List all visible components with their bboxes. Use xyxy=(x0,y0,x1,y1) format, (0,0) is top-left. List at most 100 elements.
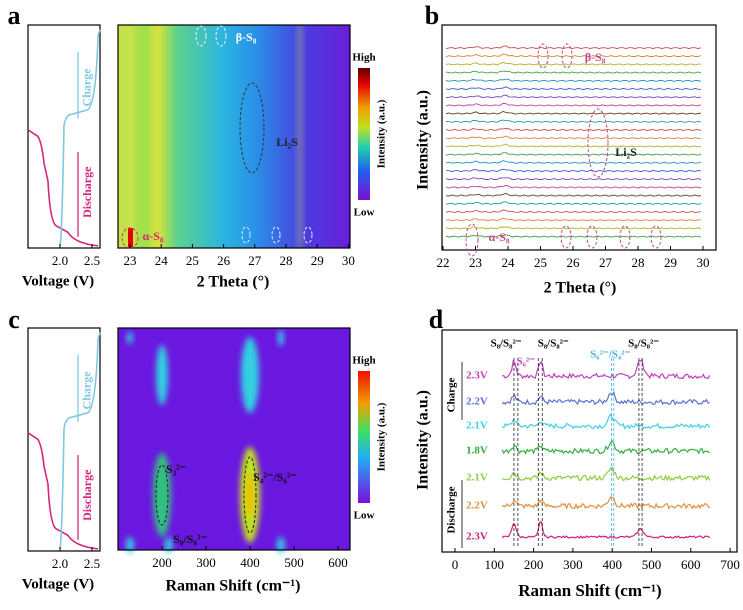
colorbar-low: Low xyxy=(354,510,375,522)
spectrum-line xyxy=(445,102,702,107)
series-label: 2.2V xyxy=(466,500,488,512)
x-tick-label: 25 xyxy=(186,253,199,268)
spectrum-line xyxy=(445,226,702,230)
series-label: 1.8V xyxy=(466,445,488,457)
x-tick-label: 2.0 xyxy=(52,253,68,268)
plot-frame xyxy=(441,24,717,251)
spectrum-line xyxy=(501,440,711,455)
annotation: S₈/S₈²⁻ xyxy=(491,338,522,350)
x-tick-label: 24 xyxy=(155,253,169,268)
charge-curve xyxy=(59,29,101,246)
plot-frame xyxy=(27,24,101,249)
spectrum-line xyxy=(501,413,711,430)
heatmap-frame xyxy=(117,24,351,249)
colorbar-label: Intensity (a.u.) xyxy=(376,99,388,168)
colorbar-high: High xyxy=(352,52,375,64)
heatmap-spot xyxy=(125,537,134,553)
spectrum-line xyxy=(445,209,702,213)
charge-label: Charge xyxy=(446,377,458,412)
heatmap-stripe xyxy=(297,25,303,248)
annotation: S₆²⁻/S₄²⁻ xyxy=(590,349,630,361)
spectrum-line xyxy=(502,466,711,482)
heatmap-spot xyxy=(277,330,284,346)
x-tick-label: 600 xyxy=(681,557,701,572)
x-tick-label: 30 xyxy=(342,253,355,268)
annotation: Li₂S xyxy=(276,135,298,149)
x-tick-label: 23 xyxy=(469,255,482,270)
annotation: S₄²⁻/S₆²⁻ xyxy=(253,470,297,484)
x-tick-label: 700 xyxy=(720,557,740,572)
annotation: β-S₈ xyxy=(236,30,257,44)
x-axis-label: Voltage (V) xyxy=(22,576,94,592)
y-axis-label: Intensity (a.u.) xyxy=(415,390,432,490)
x-tick-label: 2.0 xyxy=(52,556,68,571)
discharge-label: Discharge xyxy=(80,166,94,218)
series-label: 2.1V xyxy=(466,420,488,432)
spectrum-line xyxy=(445,160,702,164)
discharge-label: Discharge xyxy=(446,486,458,533)
annotation: S₈/S₈²⁻ xyxy=(538,338,569,350)
annotation-ellipse xyxy=(537,43,549,69)
x-tick-label: 29 xyxy=(664,255,677,270)
spectrum-line xyxy=(445,177,702,181)
annotation: β-S₈ xyxy=(585,50,606,64)
x-tick-label: 24 xyxy=(502,255,516,270)
annotation: S₃²⁻ xyxy=(166,462,186,476)
y-axis-label: Intensity (a.u.) xyxy=(415,90,432,190)
heatmap-spot xyxy=(241,337,259,413)
heatmap-stripe xyxy=(152,25,158,248)
heatmap-spot xyxy=(128,228,133,248)
heatmap xyxy=(118,328,350,550)
spectrum-line xyxy=(445,128,702,132)
annotation-ellipse xyxy=(195,25,207,47)
spectrum-line xyxy=(445,53,702,58)
series-label: 2.1V xyxy=(466,472,488,484)
x-axis-label: 2 Theta (°) xyxy=(544,280,617,297)
heatmap-spot xyxy=(126,332,133,344)
spectrum-line xyxy=(445,111,702,115)
x-tick-label: 500 xyxy=(284,555,304,570)
x-tick-label: 200 xyxy=(524,557,544,572)
annotation-ellipse xyxy=(465,223,479,257)
colorbar-label: Intensity (a.u.) xyxy=(376,402,388,471)
annotation: S₆²⁻ xyxy=(516,356,535,368)
spectrum-line xyxy=(445,45,702,50)
colorbar xyxy=(358,68,370,200)
colorbar xyxy=(358,371,370,503)
spectrum-line xyxy=(445,217,702,222)
spectrum-line xyxy=(502,358,711,380)
series-label: 2.3V xyxy=(466,370,488,382)
annotation-ellipse xyxy=(303,226,313,244)
series-label: 2.2V xyxy=(466,396,488,408)
annotation-ellipse xyxy=(239,82,265,174)
heatmap-frame xyxy=(117,327,351,551)
heatmap-spot xyxy=(156,345,168,405)
x-tick-label: 2.5 xyxy=(84,253,100,268)
spectrum-line xyxy=(446,168,702,173)
heatmap-spot xyxy=(246,473,254,517)
annotation-ellipse xyxy=(650,225,662,249)
x-tick-label: 22 xyxy=(437,255,450,270)
colorbar-high: High xyxy=(352,355,375,367)
x-tick-label: 27 xyxy=(599,255,613,270)
spectrum-line xyxy=(501,390,710,406)
x-tick-label: 0 xyxy=(452,557,459,572)
annotation: α-S₈ xyxy=(489,230,510,244)
spectrum-line xyxy=(445,78,702,82)
discharge-curve xyxy=(27,432,99,550)
charge-curve xyxy=(59,332,101,549)
annotation-ellipse xyxy=(121,227,139,249)
heatmap-stripe xyxy=(127,25,133,248)
spectrum-line xyxy=(445,143,702,148)
spectrum-line xyxy=(445,234,702,238)
annotation-ellipse xyxy=(587,108,609,178)
spectrum-line xyxy=(445,135,702,140)
x-tick-label: 400 xyxy=(602,557,622,572)
spectrum-line xyxy=(445,192,702,197)
plot-frame xyxy=(27,327,101,552)
x-axis-label: Raman Shift (cm⁻¹) xyxy=(518,581,661,600)
x-axis-label: 2 Theta (°) xyxy=(197,274,270,291)
x-tick-label: 30 xyxy=(697,255,710,270)
x-tick-label: 100 xyxy=(485,557,505,572)
x-tick-label: 28 xyxy=(632,255,645,270)
